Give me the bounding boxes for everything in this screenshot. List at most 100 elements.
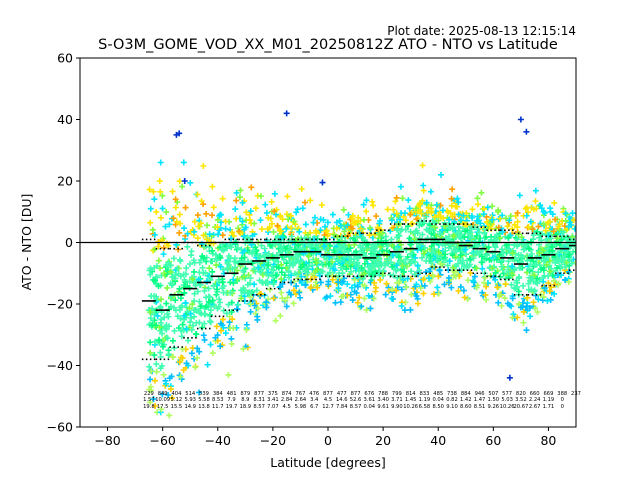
- scatter-point: [255, 264, 262, 271]
- scatter-point: [278, 289, 285, 296]
- scatter-point: [197, 303, 204, 310]
- scatter-point: [310, 271, 317, 278]
- scatter-point: [455, 199, 462, 206]
- scatter-point: [382, 291, 389, 298]
- scatter-point: [418, 210, 425, 217]
- scatter-point: [228, 235, 235, 242]
- scatter-point: [204, 361, 211, 368]
- scatter-point: [147, 309, 154, 316]
- scatter-point: [227, 289, 234, 296]
- bin-stat-label: 20.67: [513, 404, 528, 410]
- scatter-point: [150, 188, 157, 195]
- scatter-point: [327, 293, 334, 300]
- scatter-point: [294, 253, 301, 260]
- scatter-point: [547, 296, 554, 303]
- scatter-point: [523, 327, 530, 334]
- scatter-point: [279, 246, 286, 253]
- scatter-point: [413, 205, 420, 212]
- bin-stat-label: 3.4: [310, 397, 319, 403]
- scatter-point: [337, 222, 344, 229]
- bin-stat-label: 375: [268, 391, 278, 397]
- scatter-point: [389, 286, 396, 293]
- scatter-point: [262, 201, 269, 208]
- bin-stat-label: 4.5: [324, 397, 332, 403]
- scatter-point: [246, 216, 253, 223]
- scatter-point: [298, 280, 305, 287]
- scatter-point: [219, 285, 226, 292]
- bin-stat-label: 485: [433, 391, 443, 397]
- scatter-point: [454, 195, 461, 202]
- scatter-point: [200, 163, 207, 170]
- bin-stat-label: 0.82: [446, 397, 458, 403]
- scatter-point: [406, 235, 413, 242]
- scatter-point: [332, 299, 339, 306]
- scatter-point: [347, 235, 354, 242]
- scatter-point: [399, 277, 406, 284]
- bin-statistics: [80, 220, 576, 361]
- scatter-point: [181, 178, 188, 184]
- scatter-point: [176, 178, 183, 185]
- bin-stat-label: 676: [364, 391, 374, 397]
- scatter-point: [516, 264, 523, 271]
- bin-stat-label: 5.12: [171, 397, 183, 403]
- scatter-point: [263, 270, 270, 277]
- bin-stat-label: 12.7: [322, 404, 334, 410]
- scatter-point: [240, 233, 247, 240]
- scatter-point: [481, 274, 488, 281]
- x-tick-label: 60: [485, 433, 501, 448]
- scatter-point: [529, 226, 536, 233]
- scatter-point: [321, 243, 328, 250]
- scatter-point: [334, 256, 341, 263]
- scatter-point: [452, 246, 459, 253]
- scatter-point: [440, 215, 447, 222]
- scatter-point: [240, 267, 247, 274]
- scatter-point: [191, 297, 198, 304]
- scatter-point: [401, 307, 408, 314]
- scatter-point: [280, 256, 287, 263]
- scatter-point: [401, 268, 408, 275]
- scatter-point: [516, 192, 523, 199]
- scatter-point: [205, 293, 212, 300]
- scatter-point: [307, 276, 314, 283]
- scatter-point: [222, 225, 229, 232]
- scatter-point: [389, 252, 396, 259]
- scatter-point: [427, 188, 434, 195]
- scatter-point: [151, 311, 158, 318]
- scatter-point: [473, 284, 480, 291]
- scatter-point: [186, 305, 193, 312]
- scatter-point: [182, 204, 189, 211]
- scatter-point: [247, 208, 254, 215]
- scatter-point: [283, 303, 290, 310]
- bin-stat-label: 15.5: [171, 404, 183, 410]
- scatter-point: [172, 221, 179, 228]
- scatter-point: [205, 285, 212, 292]
- scatter-point: [183, 325, 190, 332]
- y-tick-label: −60: [47, 420, 73, 435]
- bin-stat-label: 2.84: [281, 397, 293, 403]
- scatter-point: [515, 300, 522, 307]
- scatter-point: [225, 261, 232, 268]
- scatter-point: [277, 228, 284, 235]
- bin-stat-label: 5.98: [295, 404, 307, 410]
- scatter-point: [239, 199, 246, 206]
- scatter-point: [395, 254, 402, 261]
- scatter-point: [342, 238, 349, 245]
- scatter-point: [472, 238, 479, 245]
- scatter-point: [251, 266, 258, 273]
- bin-stat-label: 3.52: [515, 397, 527, 403]
- bin-stat-label: 5.03: [501, 397, 513, 403]
- scatter-point: [420, 187, 427, 194]
- scatter-point: [286, 252, 293, 259]
- scatter-point: [258, 242, 265, 249]
- scatter-point: [227, 279, 234, 286]
- scatter-point: [358, 224, 365, 231]
- scatter-point: [554, 250, 561, 257]
- scatter-point: [219, 232, 226, 239]
- scatter-point: [428, 250, 435, 257]
- scatter-point: [499, 228, 506, 235]
- scatter-point: [479, 246, 486, 253]
- scatter-point: [549, 211, 556, 218]
- scatter-point: [279, 295, 286, 302]
- scatter-point: [159, 192, 166, 199]
- scatter-point: [263, 265, 270, 272]
